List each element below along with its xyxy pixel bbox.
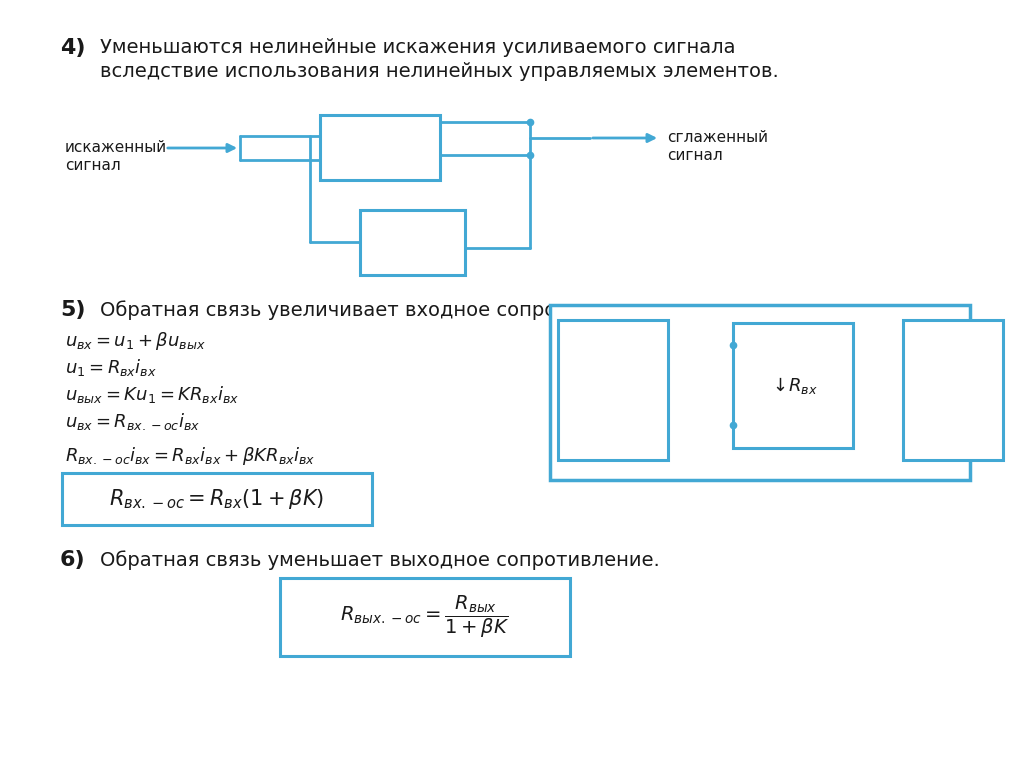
Text: Обратная связь уменьшает выходное сопротивление.: Обратная связь уменьшает выходное сопрот… (100, 550, 659, 570)
Text: 5): 5) (60, 300, 85, 320)
Bar (558, 320, 668, 460)
Text: искаженный: искаженный (65, 140, 167, 155)
Text: К: К (372, 129, 388, 149)
Text: $u_1 = R_{\mathit{вх}}i_{\mathit{вх}}$: $u_1 = R_{\mathit{вх}}i_{\mathit{вх}}$ (65, 357, 157, 378)
Bar (550, 305, 970, 480)
Text: вследствие использования нелинейных управляемых элементов.: вследствие использования нелинейных упра… (100, 62, 778, 81)
Text: сглаженный: сглаженный (667, 130, 768, 145)
Text: К₁: К₁ (601, 372, 625, 392)
Bar (280, 578, 570, 656)
Text: сигнал: сигнал (65, 158, 121, 173)
Text: $\downarrow\!R_{\mathit{вх}}$: $\downarrow\!R_{\mathit{вх}}$ (769, 375, 817, 396)
Text: $u_{\mathit{вых}} = Ku_1 = KR_{\mathit{вх}}i_{\mathit{вх}}$: $u_{\mathit{вых}} = Ku_1 = KR_{\mathit{в… (65, 384, 240, 405)
Text: $R_{\mathit{вх.-ос}} = R_{\mathit{вх}}(1 + \beta K)$: $R_{\mathit{вх.-ос}} = R_{\mathit{вх}}(1… (110, 487, 325, 511)
Text: Уменьшаются нелинейные искажения усиливаемого сигнала: Уменьшаются нелинейные искажения усилива… (100, 38, 735, 57)
Text: $R_{\mathit{вых.-ос}} = \dfrac{R_{\mathit{вых}}}{1 + \beta K}$: $R_{\mathit{вых.-ос}} = \dfrac{R_{\mathi… (340, 594, 510, 641)
Text: $u_{\mathit{вх}} = R_{\mathit{вх.-ос}}i_{\mathit{вх}}$: $u_{\mathit{вх}} = R_{\mathit{вх.-ос}}i_… (65, 411, 201, 432)
Text: К₂: К₂ (941, 372, 965, 392)
Text: $R_{\mathit{вх.-ос}}i_{\mathit{вх}} = R_{\mathit{вх}}i_{\mathit{вх}} + \beta KR_: $R_{\mathit{вх.-ос}}i_{\mathit{вх}} = R_… (65, 445, 315, 467)
Text: сигнал: сигнал (667, 148, 723, 163)
Bar (319, 115, 440, 180)
Text: β: β (404, 224, 419, 244)
Text: 6): 6) (60, 550, 86, 570)
Bar (903, 320, 1002, 460)
Text: Обратная связь увеличивает входное сопротивление.: Обратная связь увеличивает входное сопро… (100, 300, 660, 319)
Text: $u_{\mathit{вх}} = u_1 + \beta u_{\mathit{вых}}$: $u_{\mathit{вх}} = u_1 + \beta u_{\mathi… (65, 330, 206, 352)
Bar (733, 323, 853, 448)
Bar (62, 473, 372, 525)
Text: 4): 4) (60, 38, 85, 58)
Bar (360, 210, 465, 275)
